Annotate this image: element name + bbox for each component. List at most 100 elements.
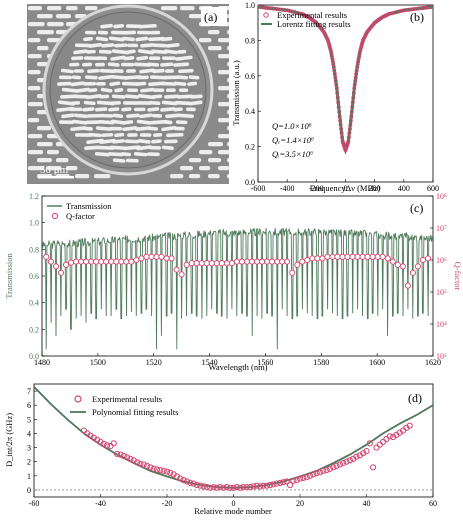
- hole: [125, 49, 136, 55]
- hole: [84, 75, 98, 80]
- hole: [37, 30, 54, 35]
- hole: [73, 49, 88, 55]
- legend-b: Experimental results Lorentz fitting res…: [261, 10, 351, 29]
- hole: [126, 69, 136, 73]
- data-point: [340, 135, 345, 140]
- data-point: [107, 443, 114, 450]
- data-point: [144, 462, 151, 469]
- data-point: [320, 467, 327, 474]
- data-point: [416, 6, 421, 11]
- hole: [135, 81, 147, 86]
- hole: [190, 94, 203, 99]
- hole: [71, 119, 88, 125]
- q-point: [133, 256, 140, 264]
- q-point: [113, 258, 120, 265]
- x-tick-label: 1520: [146, 358, 162, 367]
- x-tick-label: -200: [309, 184, 324, 193]
- q-point: [243, 258, 251, 265]
- hole: [101, 132, 114, 138]
- data-point: [257, 483, 264, 490]
- q-point: [339, 253, 346, 260]
- data-point: [355, 62, 360, 67]
- y-axis-label-b: Transmission (a.u.): [231, 60, 241, 126]
- y-tick-label: 0.4: [245, 107, 255, 116]
- data-point: [352, 82, 357, 87]
- data-point: [275, 7, 280, 12]
- data-point: [411, 7, 416, 12]
- data-point: [360, 41, 364, 46]
- hole: [110, 119, 127, 125]
- hole: [28, 54, 42, 59]
- data-point: [394, 10, 399, 15]
- data-point: [338, 118, 343, 123]
- data-point: [349, 114, 354, 119]
- x-axis-label-d: Relative mode number: [194, 506, 272, 516]
- hole: [165, 113, 181, 119]
- hole: [69, 62, 80, 67]
- q-point: [93, 258, 100, 265]
- y-tick-label: 3: [27, 444, 31, 453]
- y-tick-label: 7: [27, 387, 31, 396]
- data-point: [300, 474, 307, 481]
- data-point: [177, 475, 184, 482]
- data-point: [373, 444, 380, 451]
- hole: [170, 174, 184, 179]
- hole: [151, 113, 163, 118]
- hole: [152, 43, 168, 48]
- hole: [86, 93, 102, 100]
- q-point: [354, 253, 361, 260]
- hole: [135, 36, 149, 42]
- hole: [122, 126, 138, 132]
- hole: [114, 132, 125, 138]
- hole: [137, 75, 149, 80]
- q-point: [399, 263, 406, 270]
- hole: [28, 6, 42, 11]
- q-point: [98, 258, 105, 265]
- q-point: [238, 258, 246, 265]
- hole: [160, 62, 174, 67]
- data-point: [428, 5, 433, 10]
- series-markers-b: [258, 5, 433, 153]
- hole: [137, 139, 151, 144]
- hole: [218, 86, 229, 91]
- data-point: [406, 7, 411, 12]
- data-point: [360, 40, 365, 45]
- hole: [180, 166, 193, 171]
- hole: [161, 6, 178, 11]
- hole: [71, 75, 81, 80]
- hole: [175, 75, 189, 80]
- hole: [84, 145, 100, 150]
- data-point: [333, 79, 338, 84]
- x-tick-label: 1560: [257, 358, 273, 367]
- q-point: [188, 260, 195, 267]
- hole: [166, 132, 184, 138]
- data-point: [197, 482, 204, 489]
- q-point: [168, 255, 175, 262]
- hole: [57, 100, 76, 106]
- hole: [126, 88, 139, 93]
- hole: [149, 56, 161, 61]
- hole: [161, 36, 173, 42]
- hole: [199, 150, 213, 155]
- hole: [37, 126, 51, 131]
- q-point: [324, 253, 331, 260]
- data-point: [258, 5, 263, 10]
- hole: [100, 87, 113, 93]
- legend-label-transmission: Transmission: [66, 201, 112, 211]
- hole: [227, 78, 229, 83]
- hole: [113, 24, 125, 29]
- hole: [153, 132, 163, 138]
- data-point: [127, 455, 134, 462]
- y-tick-label: 0.6: [245, 72, 255, 81]
- q-point: [269, 258, 276, 265]
- hole: [208, 46, 222, 51]
- hole: [126, 43, 139, 48]
- hole: [124, 94, 140, 99]
- data-point: [277, 7, 282, 12]
- data-point: [329, 54, 334, 59]
- hole: [136, 55, 149, 61]
- data-point: [348, 118, 353, 123]
- data-point: [404, 8, 409, 12]
- x-axis-label-b: FrequencyΔν (MHz): [310, 183, 381, 193]
